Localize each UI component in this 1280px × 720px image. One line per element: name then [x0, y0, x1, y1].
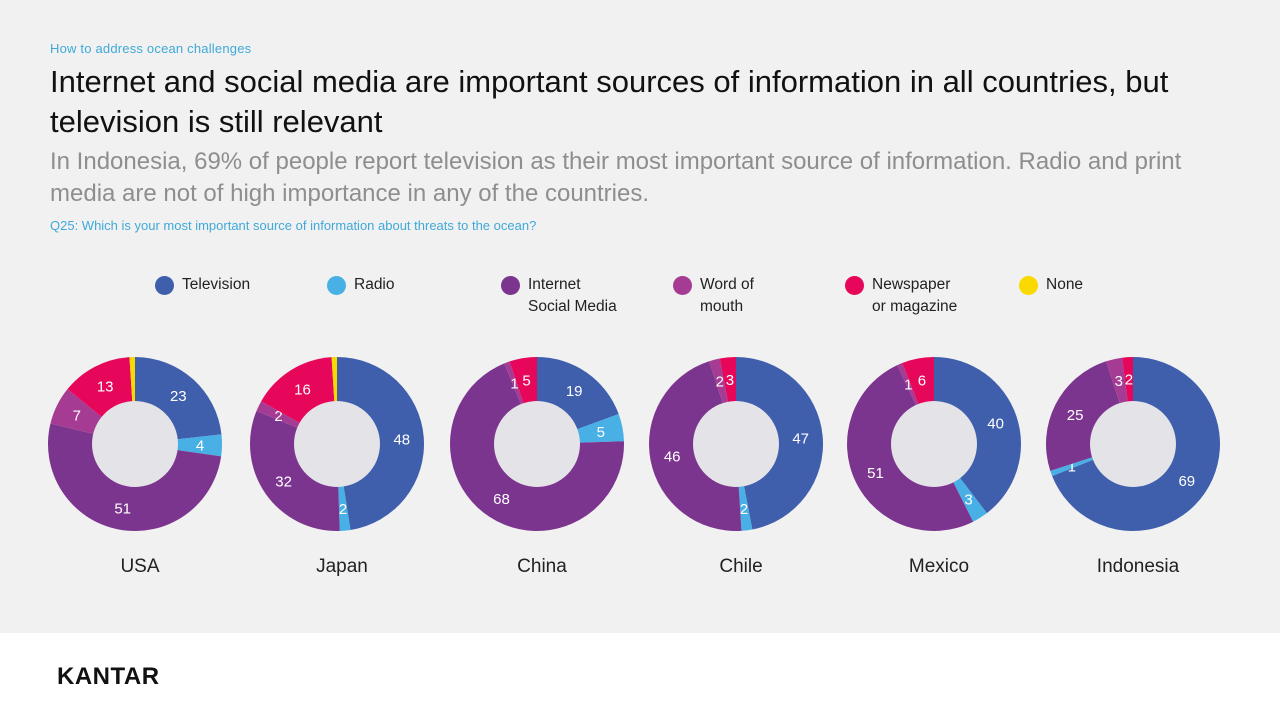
slice-label-china-internet-social-media: 68 — [493, 491, 510, 508]
legend-item-none: None — [1019, 274, 1083, 296]
slice-label-indonesia-word-of-mouth: 3 — [1115, 373, 1123, 390]
slice-label-usa-word-of-mouth: 7 — [73, 408, 81, 425]
slice-label-mexico-newspaper-or-magazine: 6 — [918, 373, 926, 390]
page-subtitle: In Indonesia, 69% of people report telev… — [50, 148, 1182, 207]
slice-label-usa-television: 23 — [170, 388, 187, 405]
legend-item-internet-social-media: Internet Social Media — [501, 274, 617, 318]
slice-label-china-word-of-mouth: 1 — [510, 376, 518, 393]
slice-label-mexico-word-of-mouth: 1 — [904, 377, 912, 394]
slice-mexico-television — [934, 357, 1021, 514]
donut-hole-indonesia — [1090, 401, 1176, 487]
chart-legend: Television Radio Internet Social Media W… — [0, 274, 1280, 324]
slice-label-mexico-internet-social-media: 51 — [867, 465, 884, 482]
donut-hole-china — [494, 401, 580, 487]
donut-japan: 48 2 32 2 16 Japan — [249, 357, 425, 577]
legend-swatch-radio — [327, 276, 346, 295]
slice-label-indonesia-radio: 1 — [1068, 459, 1076, 476]
donut-hole-mexico — [891, 401, 977, 487]
legend-label-radio: Radio — [354, 276, 395, 293]
legend-label-internet-social-media: Internet Social Media — [528, 276, 617, 315]
slice-label-mexico-radio: 3 — [964, 492, 972, 509]
legend-item-television: Television — [155, 274, 250, 296]
slice-label-usa-newspaper-or-magazine: 13 — [97, 379, 114, 396]
slice-japan-television — [337, 357, 425, 530]
legend-swatch-word-of-mouth — [673, 276, 692, 295]
donut-hole-japan — [294, 401, 380, 487]
slice-label-chile-radio: 2 — [740, 501, 748, 518]
legend-label-none: None — [1046, 276, 1084, 293]
slice-label-indonesia-internet-social-media: 25 — [1067, 407, 1084, 424]
slice-label-china-radio: 5 — [597, 424, 605, 441]
slice-label-china-newspaper-or-magazine: 5 — [522, 372, 530, 389]
slice-label-usa-radio: 4 — [196, 438, 204, 455]
slice-label-indonesia-television: 69 — [1178, 473, 1195, 490]
donut-indonesia: 69 1 25 3 2 Indonesia — [1046, 357, 1220, 577]
country-label-mexico: Mexico — [909, 556, 969, 577]
section-kicker: How to address ocean challenges — [50, 41, 252, 56]
legend-label-newspaper-or-magazine: Newspaper or magazine — [872, 276, 958, 315]
slice-label-japan-television: 48 — [393, 432, 410, 449]
legend-swatch-newspaper-or-magazine — [845, 276, 864, 295]
slice-label-japan-newspaper-or-magazine: 16 — [294, 381, 311, 398]
page-title: Internet and social media are important … — [50, 64, 1169, 139]
slice-chile-television — [736, 357, 824, 530]
country-label-china: China — [517, 556, 567, 577]
slice-label-chile-television: 47 — [792, 430, 809, 447]
donut-usa: 23 4 51 7 13 USA — [47, 357, 222, 577]
legend-label-word-of-mouth: Word of mouth — [700, 276, 754, 315]
country-label-chile: Chile — [719, 556, 762, 577]
country-label-usa: USA — [120, 556, 159, 577]
country-label-indonesia: Indonesia — [1097, 556, 1180, 577]
slice-label-japan-word-of-mouth: 2 — [274, 408, 282, 425]
survey-question: Q25: Which is your most important source… — [50, 218, 537, 233]
legend-swatch-internet-social-media — [501, 276, 520, 295]
donut-mexico: 40 3 51 1 6 Mexico — [847, 357, 1021, 577]
kantar-logo: KANTAR — [57, 663, 160, 690]
donut-hole-usa — [92, 401, 178, 487]
slice-label-chile-internet-social-media: 46 — [664, 449, 681, 466]
legend-label-television: Television — [182, 276, 251, 293]
slice-label-usa-internet-social-media: 51 — [114, 500, 131, 517]
country-label-japan: Japan — [316, 556, 368, 577]
slice-label-china-television: 19 — [566, 383, 583, 400]
slice-label-mexico-television: 40 — [987, 416, 1004, 433]
chart-slide: How to address ocean challenges Internet… — [0, 0, 1280, 633]
legend-item-newspaper-or-magazine: Newspaper or magazine — [845, 274, 957, 318]
donut-hole-chile — [693, 401, 779, 487]
legend-swatch-none — [1019, 276, 1038, 295]
legend-swatch-television — [155, 276, 174, 295]
slice-usa-radio — [135, 434, 222, 457]
legend-item-radio: Radio — [327, 274, 395, 296]
slice-label-indonesia-newspaper-or-magazine: 2 — [1125, 372, 1133, 389]
slice-label-chile-newspaper-or-magazine: 3 — [726, 372, 734, 389]
legend-item-word-of-mouth: Word of mouth — [673, 274, 754, 318]
slice-label-japan-internet-social-media: 32 — [275, 474, 292, 491]
slice-label-chile-word-of-mouth: 2 — [716, 374, 724, 391]
slice-label-japan-radio: 2 — [339, 501, 347, 518]
